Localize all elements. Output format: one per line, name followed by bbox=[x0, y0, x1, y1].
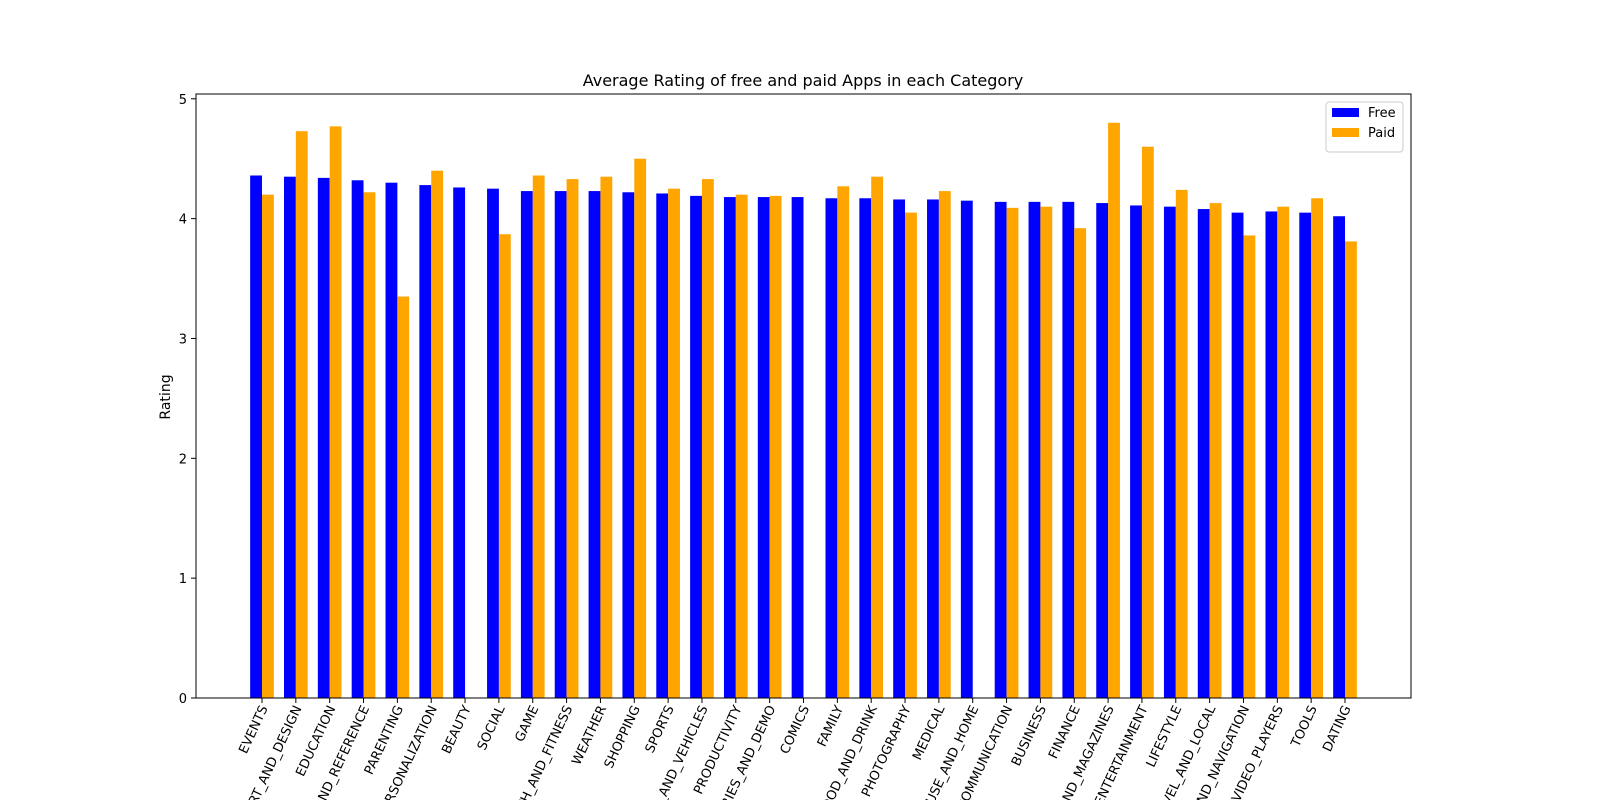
bar bbox=[1096, 203, 1109, 699]
legend: Free Paid bbox=[1325, 101, 1404, 153]
bar bbox=[363, 192, 376, 698]
bar bbox=[566, 179, 579, 699]
bar bbox=[825, 198, 838, 698]
y-tick-label: 1 bbox=[179, 572, 187, 587]
bar bbox=[905, 212, 917, 698]
bar bbox=[1028, 201, 1041, 698]
bar bbox=[283, 176, 296, 698]
bar bbox=[1175, 189, 1188, 698]
x-tick-label: BEAUTY bbox=[439, 703, 474, 756]
plot-frame bbox=[195, 93, 1412, 699]
bar bbox=[431, 170, 444, 698]
bar bbox=[1231, 212, 1244, 698]
bar bbox=[261, 194, 274, 698]
bar bbox=[938, 191, 951, 699]
bar bbox=[837, 186, 850, 698]
bar bbox=[668, 188, 680, 698]
x-tick-label: COMICS bbox=[778, 703, 813, 756]
bar bbox=[656, 193, 669, 698]
chart-title: Average Rating of free and paid Apps in … bbox=[583, 71, 1024, 90]
y-tick-label: 4 bbox=[179, 213, 187, 228]
bar bbox=[317, 177, 330, 698]
bar bbox=[994, 201, 1007, 698]
bar bbox=[1163, 206, 1176, 698]
bar bbox=[1209, 203, 1222, 699]
bar bbox=[1311, 198, 1324, 698]
bar bbox=[1299, 212, 1312, 698]
bar bbox=[893, 199, 906, 698]
bar bbox=[1141, 146, 1154, 698]
x-tick-label: DATING bbox=[1320, 703, 1354, 754]
bar bbox=[1333, 216, 1346, 698]
x-tick-label: MEDICAL bbox=[910, 703, 949, 763]
x-tick-label: SOCIAL bbox=[475, 703, 509, 753]
legend-swatch bbox=[1332, 108, 1359, 117]
bar bbox=[453, 187, 466, 698]
bar bbox=[634, 158, 647, 698]
bar bbox=[859, 198, 872, 698]
bar bbox=[1265, 211, 1278, 698]
bar bbox=[329, 126, 342, 699]
y-tick-label: 3 bbox=[179, 332, 187, 347]
bar bbox=[1108, 122, 1120, 698]
bar bbox=[588, 191, 601, 699]
bar bbox=[1040, 206, 1053, 698]
bar bbox=[871, 176, 884, 698]
bar bbox=[250, 175, 262, 698]
y-tick-label: 2 bbox=[179, 452, 187, 467]
bar bbox=[723, 197, 736, 699]
bar bbox=[419, 185, 432, 699]
bar bbox=[554, 191, 567, 699]
legend-label: Paid bbox=[1368, 126, 1395, 141]
bar bbox=[1074, 228, 1087, 698]
bar bbox=[600, 176, 613, 698]
y-tick-label: 5 bbox=[179, 93, 187, 108]
bar bbox=[1197, 209, 1210, 699]
bar bbox=[1062, 201, 1075, 698]
x-tick-label: TOOLS bbox=[1288, 703, 1321, 750]
bar bbox=[487, 188, 499, 698]
bar bbox=[1130, 205, 1142, 698]
x-tick-label: GAME bbox=[513, 703, 543, 744]
bar bbox=[757, 197, 770, 699]
x-tick-label: FINANCE bbox=[1046, 703, 1084, 761]
bar bbox=[1345, 241, 1357, 698]
x-tick-label: FAMILY bbox=[815, 703, 847, 749]
x-tick-label: HEALTH_AND_FITNESS bbox=[501, 703, 576, 800]
bar bbox=[520, 191, 533, 699]
bar bbox=[532, 175, 545, 698]
bar bbox=[701, 179, 714, 699]
bar bbox=[1243, 235, 1256, 698]
bar bbox=[622, 192, 635, 698]
bar bbox=[735, 194, 748, 698]
x-tick-label: EVENTS bbox=[236, 703, 271, 756]
bar bbox=[769, 195, 782, 698]
bar bbox=[498, 234, 511, 698]
bar bbox=[690, 195, 702, 698]
bar bbox=[295, 131, 308, 699]
legend-swatch bbox=[1332, 128, 1359, 137]
bar bbox=[791, 197, 804, 699]
bar bbox=[927, 199, 939, 698]
bar bbox=[385, 182, 398, 698]
bar bbox=[351, 180, 364, 699]
x-tick-label: BUSINESS bbox=[1009, 703, 1050, 768]
legend-label: Free bbox=[1368, 106, 1396, 121]
bar bbox=[397, 296, 410, 698]
bar bbox=[1277, 206, 1290, 698]
bar bbox=[960, 200, 973, 698]
x-tick-label: SPORTS bbox=[643, 703, 678, 755]
y-axis-label: Rating bbox=[158, 374, 174, 419]
bar bbox=[1006, 207, 1019, 698]
y-tick-label: 0 bbox=[179, 692, 187, 707]
